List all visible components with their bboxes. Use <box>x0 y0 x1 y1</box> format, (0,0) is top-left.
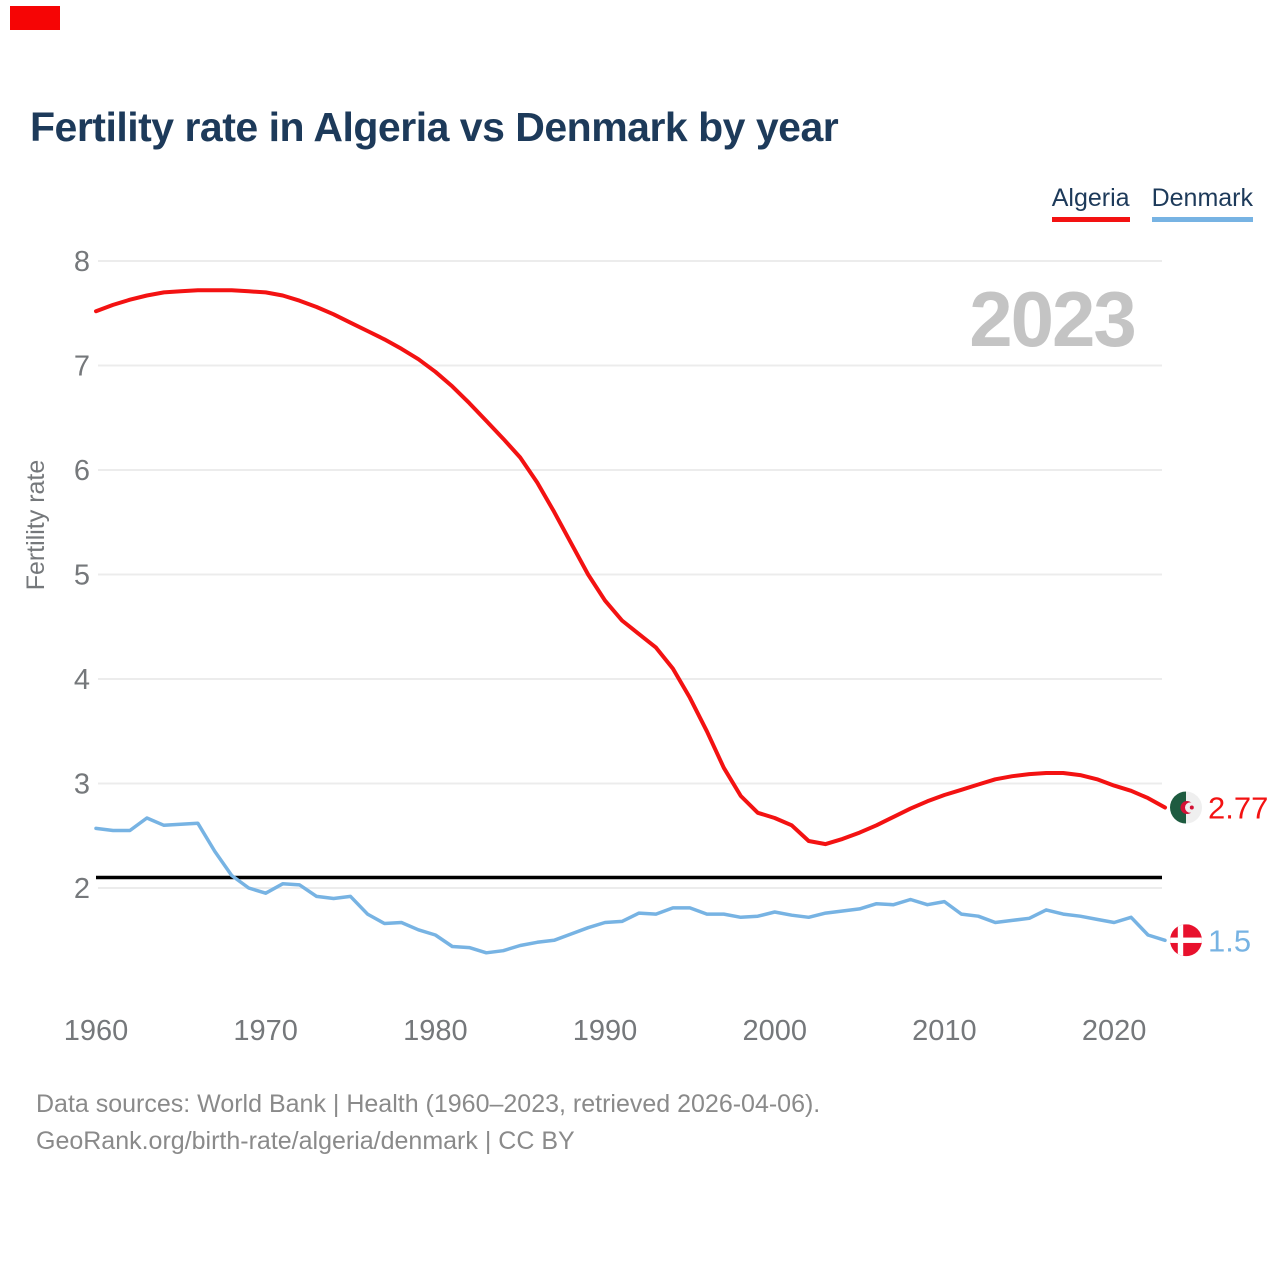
xtick-1970: 1970 <box>233 1015 298 1047</box>
ytick-5: 5 <box>74 560 90 592</box>
xtick-2010: 2010 <box>912 1015 977 1047</box>
ytick-8: 8 <box>74 246 90 278</box>
watermark-year: 2023 <box>969 275 1135 363</box>
end-label-algeria: 2.77 <box>1208 791 1268 826</box>
ytick-2: 2 <box>74 873 90 905</box>
footer-attribution-line: GeoRank.org/birth-rate/algeria/denmark |… <box>36 1127 575 1155</box>
ytick-3: 3 <box>74 769 90 801</box>
series-line-denmark[interactable] <box>94 816 1167 955</box>
xtick-1960: 1960 <box>64 1015 129 1047</box>
algeria-flag-icon <box>1170 791 1202 824</box>
series-line-algeria[interactable] <box>94 288 1167 847</box>
ytick-6: 6 <box>74 455 90 487</box>
legend-item-algeria[interactable]: Algeria <box>1051 184 1130 222</box>
end-label-denmark: 1.5 <box>1208 923 1251 958</box>
xtick-2020: 2020 <box>1082 1015 1147 1047</box>
footer-sources-line: Data sources: World Bank | Health (1960–… <box>36 1090 821 1118</box>
footer: Data sources: World Bank | Health (1960–… <box>36 1086 820 1160</box>
legend: Algeria Denmark <box>1051 184 1253 222</box>
xtick-1980: 1980 <box>403 1015 468 1047</box>
ytick-4: 4 <box>74 664 90 696</box>
legend-underline-denmark <box>1151 217 1253 222</box>
ytick-7: 7 <box>74 351 90 383</box>
xtick-2000: 2000 <box>742 1015 807 1047</box>
xtick-1990: 1990 <box>573 1015 638 1047</box>
legend-item-denmark[interactable]: Denmark <box>1151 184 1253 222</box>
legend-label-denmark: Denmark <box>1151 184 1253 212</box>
legend-underline-algeria <box>1051 217 1130 222</box>
y-axis-label: Fertility rate <box>22 460 50 591</box>
legend-label-algeria: Algeria <box>1051 184 1130 212</box>
page-title: Fertility rate in Algeria vs Denmark by … <box>30 104 839 150</box>
red-corner-badge <box>10 6 60 30</box>
denmark-flag-icon <box>1170 924 1202 957</box>
